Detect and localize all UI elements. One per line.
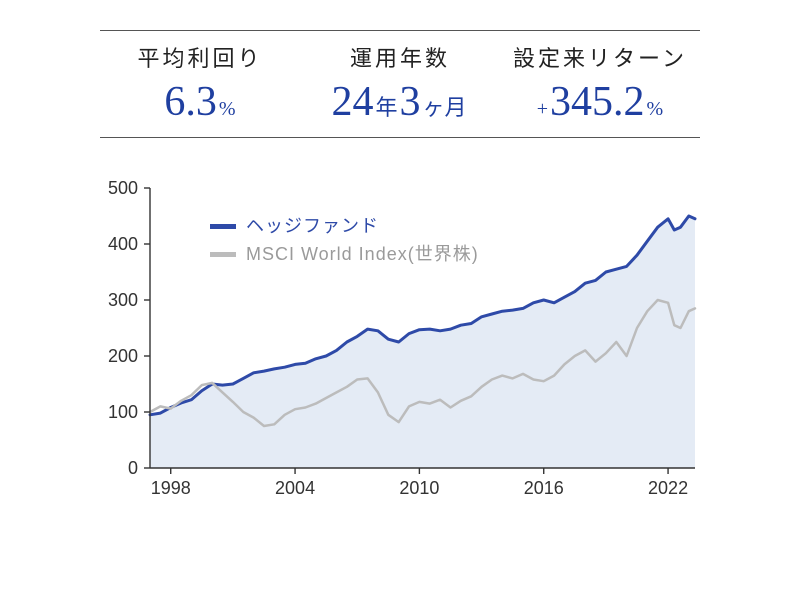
stat-label-years: 運用年数 — [300, 41, 500, 73]
stat-value-avg-yield: 6.3% — [100, 81, 300, 123]
y-tick-label: 300 — [108, 290, 138, 310]
x-tick-label: 1998 — [151, 478, 191, 498]
x-tick-label: 2004 — [275, 478, 315, 498]
x-tick-label: 2016 — [524, 478, 564, 498]
y-tick-label: 0 — [128, 458, 138, 478]
y-tick-label: 200 — [108, 346, 138, 366]
stat-value-years: 24年3ヶ月 — [300, 81, 500, 123]
y-tick-label: 500 — [108, 178, 138, 198]
y-tick-label: 100 — [108, 402, 138, 422]
x-tick-label: 2022 — [648, 478, 688, 498]
performance-chart: 0 100 200 300 400 500 1998 2004 2010 2016 2022 ヘッジフ… — [90, 178, 710, 508]
y-tick-label: 400 — [108, 234, 138, 254]
stat-value-total-return: +345.2% — [500, 81, 700, 123]
legend-label-msci: MSCI World Index(世界株) — [246, 244, 479, 264]
stat-label-avg-yield: 平均利回り — [100, 41, 300, 73]
legend-swatch-msci — [210, 252, 236, 257]
stat-label-total-return: 設定来リターン — [500, 41, 700, 73]
stats-table: 平均利回り 運用年数 設定来リターン 6.3% 24年3ヶ月 +345.2% — [100, 30, 700, 138]
legend-label-hedge: ヘッジファンド — [246, 216, 379, 236]
legend-swatch-hedge — [210, 224, 236, 229]
x-tick-label: 2010 — [399, 478, 439, 498]
